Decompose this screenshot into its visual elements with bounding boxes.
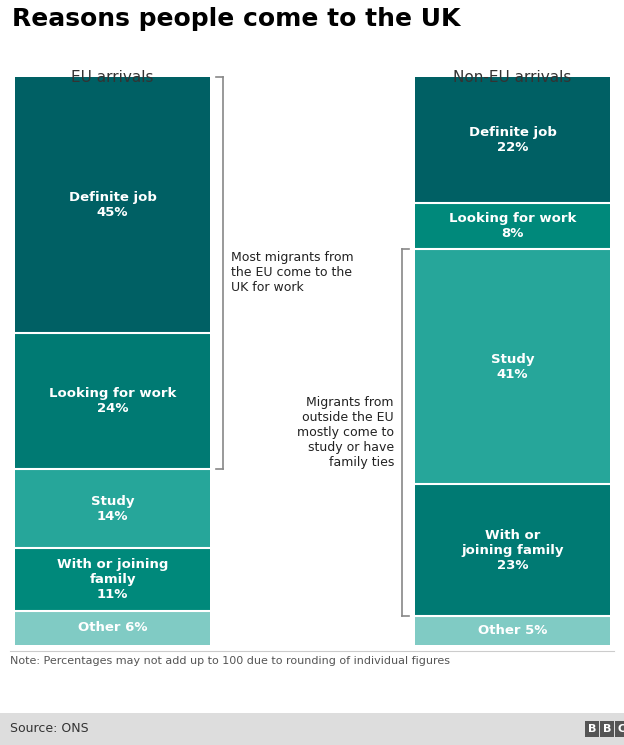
Text: Non-EU arrivals: Non-EU arrivals [453, 70, 572, 85]
Text: With or
joining family
23%: With or joining family 23% [461, 529, 563, 572]
Bar [415, 484, 610, 616]
Bar [415, 203, 610, 249]
Bar [15, 77, 210, 332]
Text: C: C [618, 724, 624, 734]
Text: B: B [588, 724, 596, 734]
Text: Other 5%: Other 5% [478, 624, 547, 637]
Text: With or joining
family
11%: With or joining family 11% [57, 558, 168, 601]
Text: Study
41%: Study 41% [490, 352, 534, 381]
Bar [15, 332, 210, 469]
Text: B: B [603, 724, 611, 734]
Bar [415, 249, 610, 484]
Text: Looking for work
8%: Looking for work 8% [449, 212, 576, 240]
Bar [615, 721, 624, 737]
Text: Other 6%: Other 6% [78, 621, 147, 635]
Text: Study
14%: Study 14% [90, 495, 134, 523]
Bar [0, 713, 624, 745]
Text: Definite job
22%: Definite job 22% [469, 126, 557, 154]
Text: Definite job
45%: Definite job 45% [69, 191, 157, 219]
Bar [585, 721, 599, 737]
Text: Migrants from
outside the EU
mostly come to
study or have
family ties: Migrants from outside the EU mostly come… [297, 396, 394, 469]
Bar [15, 469, 210, 548]
Bar [415, 77, 610, 203]
Bar [15, 548, 210, 611]
Bar [600, 721, 614, 737]
Text: EU arrivals: EU arrivals [71, 70, 154, 85]
Text: Note: Percentages may not add up to 100 due to rounding of individual figures: Note: Percentages may not add up to 100 … [10, 656, 450, 666]
Text: Reasons people come to the UK: Reasons people come to the UK [12, 7, 461, 31]
Text: Source: ONS: Source: ONS [10, 723, 89, 735]
Bar [15, 611, 210, 645]
Text: Looking for work
24%: Looking for work 24% [49, 387, 176, 415]
Bar [415, 616, 610, 645]
Text: Most migrants from
the EU come to the
UK for work: Most migrants from the EU come to the UK… [231, 252, 354, 294]
